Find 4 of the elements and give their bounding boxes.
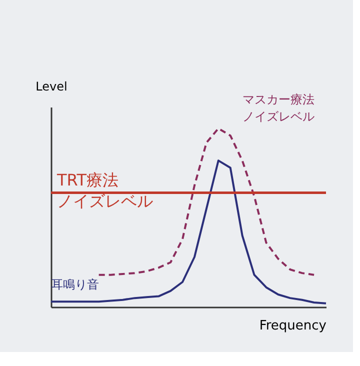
x-axis-title: Frequency bbox=[259, 318, 327, 334]
series-label: TRT療法ノイズレベル bbox=[56, 170, 153, 211]
y-axis-title: Level bbox=[36, 80, 68, 94]
series-label: マスカー療法ノイズレベル bbox=[242, 92, 314, 124]
